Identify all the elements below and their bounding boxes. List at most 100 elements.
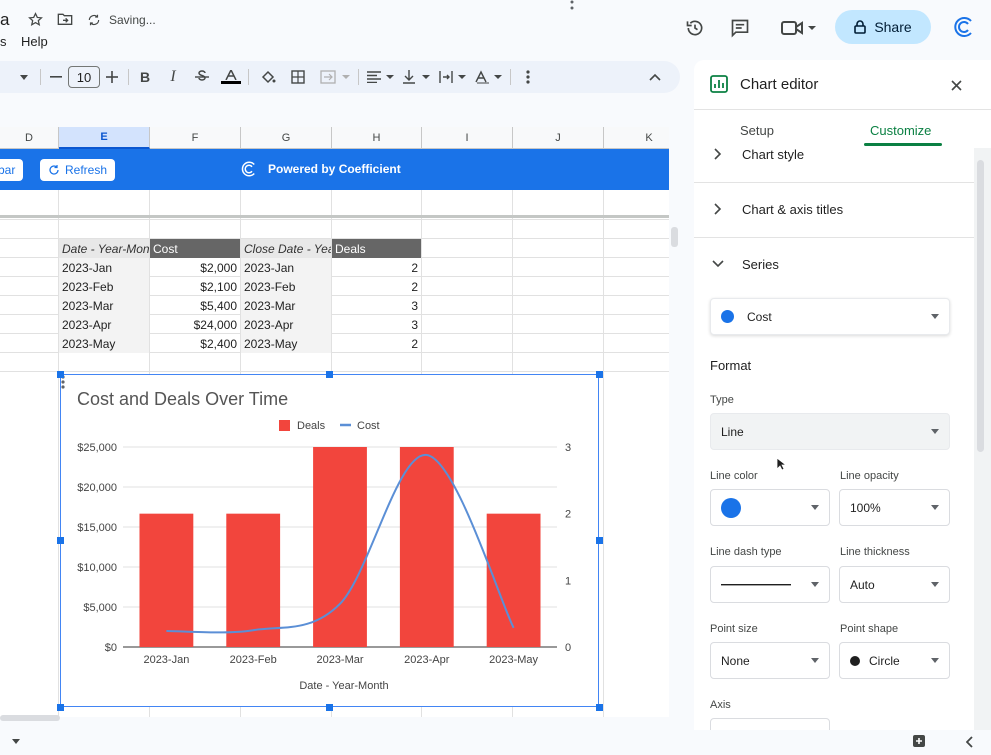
tab-customize[interactable]: Customize [870,123,932,138]
table-cell[interactable]: 2023-Jan [59,258,149,277]
collapse-menus-icon[interactable] [646,61,664,93]
chevron-down-icon [931,658,939,663]
table-cell[interactable]: 3 [411,317,418,332]
menu-item-extensions[interactable]: s [0,34,7,49]
font-size-input[interactable]: 10 [68,66,100,88]
move-folder-icon[interactable] [56,11,74,27]
column-header-i[interactable]: I [422,127,513,149]
table-cell[interactable]: 3 [411,298,418,313]
column-header-h[interactable]: H [332,127,422,149]
version-history-icon[interactable] [684,17,706,39]
menu-item-help[interactable]: Help [21,34,48,49]
table-header-close-date[interactable]: Close Date - Yea [241,239,331,258]
table-cell[interactable]: 2023-Apr [59,315,149,334]
editor-scrollbar[interactable] [977,160,984,452]
vertical-align-icon[interactable] [402,61,432,93]
axis-dropdown[interactable] [710,718,830,730]
table-cell[interactable]: 2023-Feb [241,277,331,296]
chart-bar [139,513,194,647]
table-header-deals[interactable]: Deals [332,239,421,258]
document-title[interactable]: a [0,10,10,29]
column-header-d[interactable]: D [0,127,59,149]
line-opacity-dropdown[interactable]: 100% [839,489,950,526]
text-color-icon[interactable] [220,61,242,93]
table-header-date[interactable]: Date - Year-Mon [59,239,149,258]
sync-icon [86,12,102,28]
resize-handle[interactable] [596,537,603,544]
table-cell[interactable]: 2 [411,336,418,351]
table-cell[interactable]: 2023-Apr [241,315,331,334]
italic-button[interactable]: I [170,68,176,85]
increase-font-size-button[interactable] [104,61,120,93]
x-axis-tick-label: 2023-Apr [404,654,450,666]
chart-editor-scroll-area[interactable]: Chart style Chart & axis titles Series C… [694,148,991,730]
resize-handle[interactable] [596,704,603,711]
point-size-dropdown[interactable]: None [710,642,830,679]
series-type-dropdown[interactable]: Line [710,413,950,450]
table-cell[interactable]: $2,000 [200,260,237,275]
sheet-vertical-scrollbar[interactable] [671,227,678,247]
resize-handle[interactable] [57,537,64,544]
star-icon[interactable] [27,11,43,27]
coefficient-logo-icon[interactable] [952,14,976,40]
table-cell[interactable]: 2 [411,279,418,294]
section-series[interactable]: Series [694,237,974,291]
table-cell[interactable]: $24,000 [193,317,237,332]
borders-icon[interactable] [288,61,308,93]
text-wrap-icon[interactable] [438,61,468,93]
meet-icon[interactable] [778,17,818,39]
tab-setup[interactable]: Setup [740,123,774,138]
column-header-f[interactable]: F [150,127,241,149]
resize-handle[interactable] [326,371,333,378]
explore-icon[interactable] [912,734,926,748]
embedded-chart[interactable]: Cost and Deals Over Time $0 $5,000 $10,000… [60,374,599,707]
merge-cells-icon[interactable] [318,61,354,93]
strikethrough-icon[interactable] [192,61,212,93]
zoom-caret-icon[interactable] [18,61,30,93]
section-chart-style[interactable]: Chart style [694,148,974,181]
resize-handle[interactable] [596,371,603,378]
resize-handle[interactable] [57,704,64,711]
sheet-horizontal-scrollbar[interactable] [0,715,60,721]
table-cell[interactable]: 2023-Jan [241,258,331,277]
table-cell[interactable]: 2023-May [241,334,331,353]
table-cell[interactable]: 2023-Mar [59,296,149,315]
horizontal-align-icon[interactable] [366,61,396,93]
close-icon[interactable] [951,80,962,91]
line-color-dropdown[interactable] [710,489,830,526]
coefficient-sidebar-button[interactable]: bar [0,159,24,181]
decrease-font-size-button[interactable] [48,61,64,93]
table-cell[interactable]: $5,400 [200,298,237,313]
collapse-side-panel-icon[interactable] [966,736,974,748]
table-cell[interactable]: $2,100 [200,279,237,294]
more-options-icon[interactable] [522,61,534,93]
table-cell[interactable]: 2023-Feb [59,277,149,296]
point-shape-dropdown[interactable]: Circle [839,642,950,679]
table-cell[interactable]: $2,400 [200,336,237,351]
table-cell[interactable]: 2 [411,260,418,275]
refresh-button[interactable]: Refresh [40,159,116,181]
table-cell[interactable]: 2023-May [59,334,149,353]
line-thickness-value: Auto [850,577,875,592]
bold-button[interactable]: B [139,69,151,85]
column-header-j[interactable]: J [513,127,604,149]
line-dash-dropdown[interactable] [710,566,830,603]
table-cell[interactable]: 2023-Mar [241,296,331,315]
fill-color-icon[interactable] [258,61,278,93]
sheet-tab-caret-icon[interactable] [12,739,20,744]
series-dropdown[interactable]: Cost [710,298,950,335]
line-thickness-dropdown[interactable]: Auto [839,566,950,603]
chart-title[interactable]: Cost and Deals Over Time [77,389,289,409]
y-axis-right-tick-label: 3 [565,442,571,454]
resize-handle[interactable] [326,704,333,711]
share-button[interactable]: Share [835,10,931,44]
column-header-g[interactable]: G [241,127,332,149]
resize-handle[interactable] [57,371,64,378]
text-rotation-icon[interactable] [474,61,504,93]
table-header-cost[interactable]: Cost [150,239,240,258]
column-header-k[interactable]: K [604,127,669,149]
grid-line [58,149,59,717]
column-header-e[interactable]: E [59,127,150,149]
section-chart-axis-titles[interactable]: Chart & axis titles [694,182,974,236]
comments-icon[interactable] [729,17,751,39]
